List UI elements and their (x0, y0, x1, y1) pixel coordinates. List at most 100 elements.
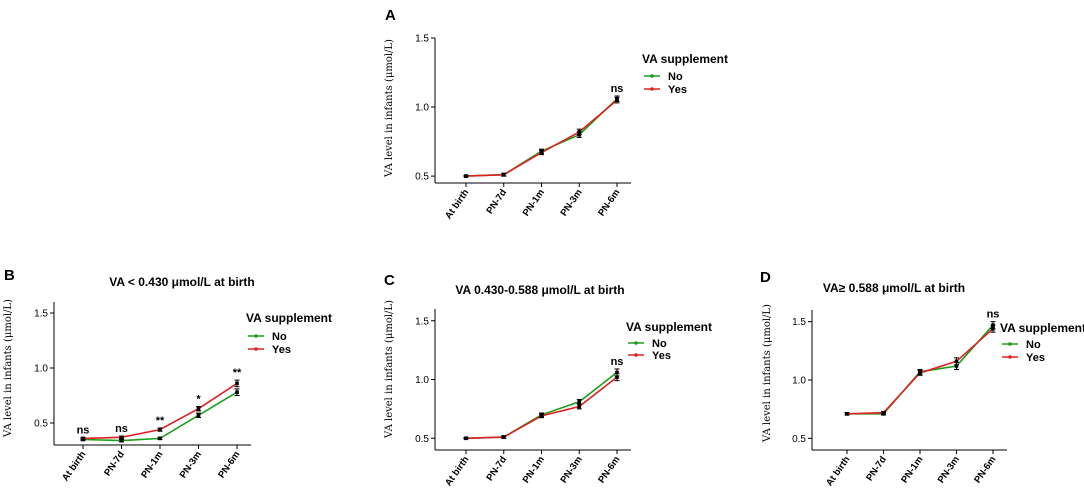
legend-title: VA supplement (642, 52, 728, 66)
significance-label: ns (115, 423, 128, 435)
data-point (954, 359, 959, 364)
data-point (158, 427, 162, 432)
legend-no-label: No (668, 71, 683, 83)
x-tick-label: PN-7d (484, 187, 509, 216)
series-line-yes (465, 99, 618, 177)
x-tick-label: PN-1m (521, 187, 547, 218)
x-tick-label: PN-3m (558, 187, 584, 218)
significance-label: ** (233, 367, 242, 379)
x-tick-label: PN-1m (899, 454, 925, 485)
data-point (501, 435, 506, 439)
x-tick-label: PN-6m (972, 454, 998, 485)
significance-label: ** (156, 415, 165, 427)
series-line-no (465, 98, 618, 177)
data-point (918, 371, 922, 375)
legend-yes-marker (1008, 355, 1012, 359)
data-point (615, 370, 619, 375)
legend-no-marker (1008, 342, 1012, 346)
legend-yes-marker (650, 87, 654, 91)
significance-label: ns (611, 83, 624, 95)
data-point (577, 130, 582, 134)
data-point (119, 438, 124, 443)
y-tick-label: 0.5 (34, 419, 48, 430)
legend-yes-label: Yes (652, 350, 671, 362)
significance-label: ns (611, 356, 624, 368)
y-tick-label: 1.0 (34, 364, 48, 375)
y-axis-label: VA level in infants (μmol/L) (384, 39, 395, 178)
legend-title: VA supplement (626, 320, 712, 334)
panel-b: B VA < 0.430 μmol/L at birth VA level in… (3, 267, 332, 483)
legend-yes-label: Yes (1026, 352, 1045, 364)
y-tick-label: 1.5 (415, 316, 429, 327)
legend-no-marker (634, 341, 638, 345)
panel-letter: B (4, 267, 15, 284)
data-point (235, 390, 239, 394)
x-tick-label: PN-3m (558, 454, 584, 485)
legend-yes-marker (254, 347, 258, 351)
panel-d: D VA≥ 0.588 μmol/L at birth VA level in … (760, 269, 1084, 488)
x-tick-label: PN-3m (936, 454, 962, 485)
y-tick-label: 0.5 (415, 434, 429, 445)
data-point (196, 406, 201, 411)
data-point (539, 414, 544, 418)
y-tick-label: 1.5 (415, 34, 429, 45)
data-point (954, 364, 959, 368)
data-point (196, 413, 201, 418)
panel-letter: D (760, 269, 771, 286)
data-point (119, 435, 124, 440)
data-point (991, 326, 995, 331)
x-tick-label: PN-3m (178, 449, 204, 480)
x-tick-label: PN-6m (596, 187, 622, 218)
significance-label: ns (987, 309, 1000, 321)
x-tick-label: At birth (443, 187, 471, 221)
significance-label: * (196, 394, 201, 406)
chart-title: VA≥ 0.588 μmol/L at birth (823, 281, 965, 295)
y-tick-label: 1.0 (415, 375, 429, 386)
legend-yes-label: Yes (272, 344, 291, 356)
y-axis-label: VA level in infants (μmol/L) (384, 300, 395, 439)
y-tick-label: 1.0 (415, 103, 429, 114)
x-tick-label: PN-1m (139, 449, 165, 480)
series-line-no (465, 371, 618, 440)
y-tick-label: 0.5 (792, 434, 806, 445)
panel-c: C VA 0.430-0.588 μmol/L at birth VA leve… (384, 272, 712, 488)
data-point (464, 436, 468, 441)
data-point (158, 436, 162, 441)
x-tick-label: PN-6m (216, 449, 242, 480)
panel-letter: C (384, 272, 395, 289)
data-point (615, 375, 619, 379)
legend-no-label: No (1026, 339, 1041, 351)
data-point (881, 410, 886, 415)
legend-yes-marker (634, 353, 638, 357)
x-tick-label: At birth (824, 454, 852, 488)
panel-letter: A (385, 7, 396, 24)
chart-title: VA 0.430-0.588 μmol/L at birth (455, 283, 624, 297)
legend-no-marker (254, 334, 258, 338)
y-axis-label: VA level in infants (μmol/L) (3, 299, 14, 438)
legend-no-label: No (652, 338, 667, 350)
data-point (539, 150, 544, 155)
x-tick-label: At birth (443, 454, 471, 488)
data-point (464, 174, 468, 178)
x-tick-label: PN-1m (521, 454, 547, 485)
data-point (577, 400, 582, 404)
panel-a: A VA level in infants (μmol/L) VA supple… (384, 7, 728, 221)
y-axis-label: VA level in infants (μmol/L) (762, 304, 773, 443)
y-tick-label: 0.5 (415, 172, 429, 183)
data-point (615, 98, 619, 102)
series-line-yes (465, 376, 618, 440)
x-tick-label: At birth (60, 449, 88, 483)
legend-yes-label: Yes (668, 84, 687, 96)
data-point (501, 172, 506, 177)
data-point (81, 436, 85, 441)
data-point (235, 381, 239, 386)
x-tick-label: PN-6m (596, 454, 622, 485)
significance-label: ns (77, 424, 90, 436)
legend-title: VA supplement (246, 311, 332, 325)
y-tick-label: 1.5 (34, 309, 48, 320)
data-point (577, 404, 582, 409)
x-tick-label: PN-7d (102, 449, 127, 478)
chart-title: VA < 0.430 μmol/L at birth (109, 275, 255, 289)
legend-title: VA supplement (1000, 321, 1084, 335)
x-tick-label: PN-7d (484, 454, 509, 483)
